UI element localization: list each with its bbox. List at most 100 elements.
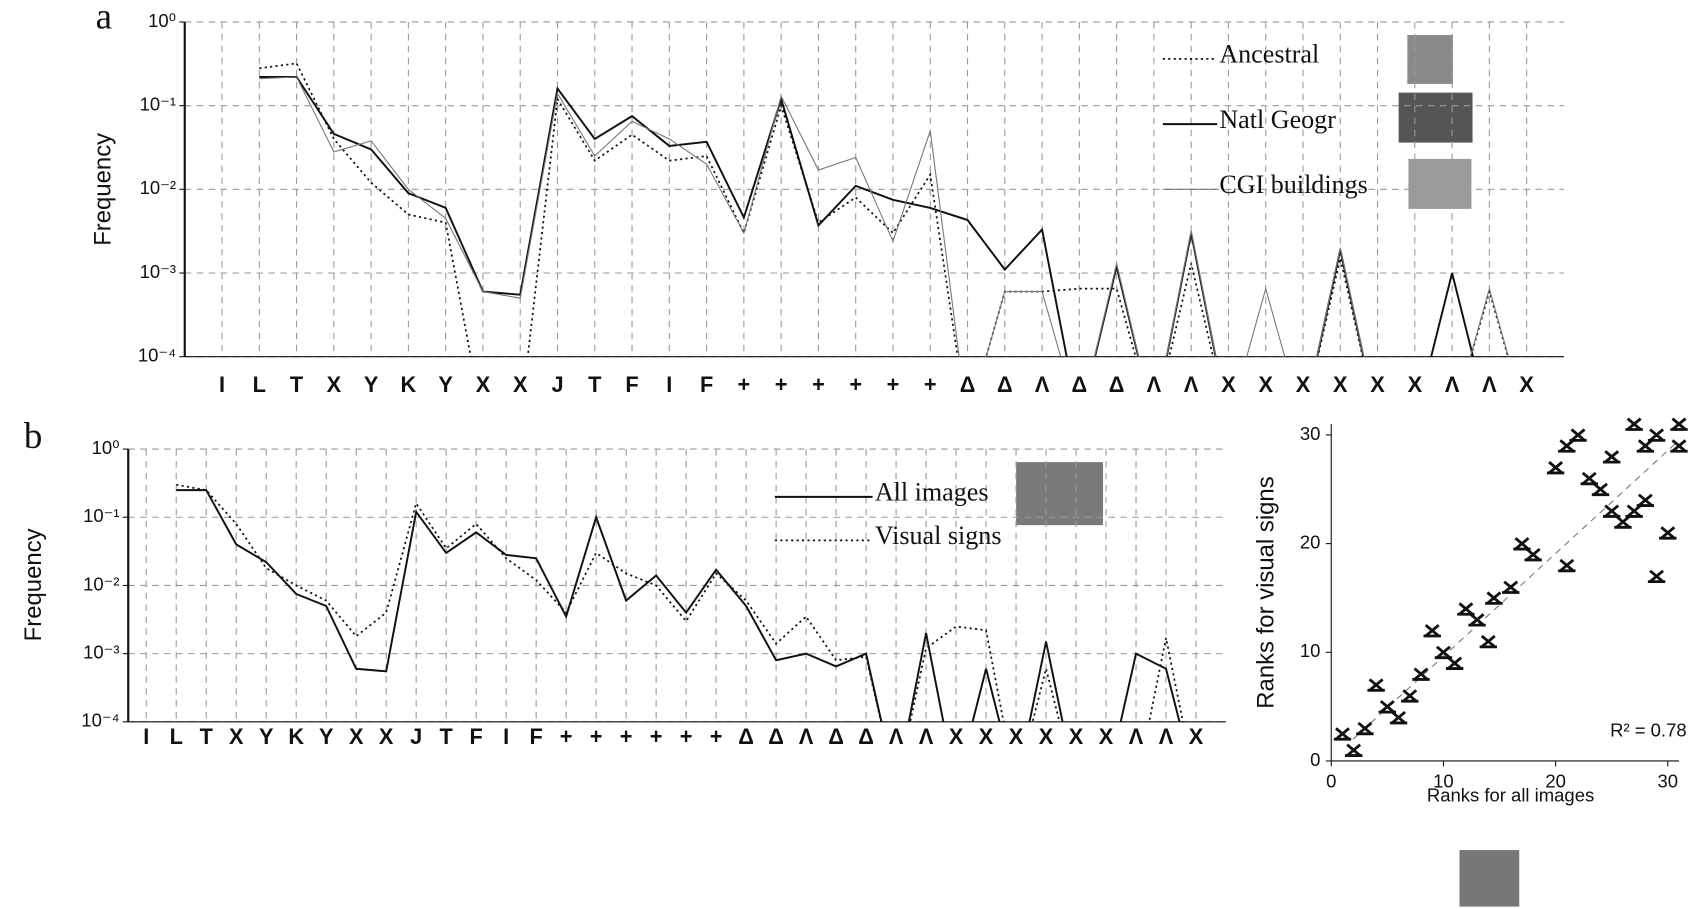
x-tick-label: K [401,372,417,397]
y-tick-label: 10⁻² [140,177,176,198]
x-tick-label: Δ [1109,372,1125,397]
x-tick-label: Δ [858,724,874,749]
x-tick-label: L [170,724,183,749]
x-tick-label: F [470,724,483,749]
x-tick-label: I [143,724,149,749]
x-tick-label: X [949,724,964,749]
panel-label: a [96,0,112,36]
point [1670,439,1688,453]
series-line [259,76,1509,357]
x-tick-label: + [560,724,573,749]
x-tick-label: X [1519,372,1534,397]
point [1636,439,1655,453]
photo [1408,158,1472,209]
panel-label: b [24,415,42,456]
point [1614,515,1632,529]
x-tick-label: Y [319,724,334,749]
x-tick-label: J [551,372,563,397]
x-tick-label: X [1099,724,1114,749]
point [1636,493,1655,507]
y-tick-label: 10⁻⁴ [81,710,119,731]
x-tick-label: Λ [1184,372,1199,397]
y-tick-label: 10⁻⁴ [138,345,176,366]
x-tick-label: Y [364,372,379,397]
series-line [259,76,1475,357]
photo [1459,850,1520,907]
x-tick-label: Δ [828,724,844,749]
point [1647,428,1666,442]
point [1457,602,1475,616]
y-tick-label: 10⁻¹ [140,94,176,115]
y-tick-label: 10⁰ [92,437,120,458]
point [1602,450,1621,464]
x-tick-label: X [1258,372,1273,397]
x-tick-label: X [1221,372,1236,397]
x-tick-label: 0 [1326,771,1336,792]
x-tick-label: X [476,372,491,397]
x-tick-label: X [1039,724,1054,749]
point [1558,439,1576,453]
point [1625,417,1643,431]
point [1412,667,1430,681]
x-tick-label: 20 [1545,771,1566,792]
x-tick-label: Λ [889,724,904,749]
x-tick-label: + [680,724,693,749]
y-tick-label: 30 [1300,423,1321,444]
y-tick-label: 10⁰ [148,10,176,31]
point [1591,482,1610,497]
x-tick-label: X [1296,372,1311,397]
x-tick-label: + [710,724,723,749]
point [1546,461,1565,475]
x-tick-label: F [530,724,543,749]
x-tick-label: X [1009,724,1024,749]
x-tick-label: X [1408,372,1423,397]
x-tick-label: + [738,372,751,397]
point [1344,743,1363,757]
y-axis-label: Frequency [20,528,47,641]
point [1401,689,1419,703]
x-tick-label: Λ [919,724,934,749]
y-axis-label: Frequency [90,133,117,246]
photo [1407,35,1453,84]
x-tick-label: T [440,724,454,749]
x-tick-label: X [349,724,364,749]
point [1389,710,1408,725]
x-tick-label: F [700,372,713,397]
x-tick-label: X [327,372,342,397]
x-tick-label: T [290,372,304,397]
x-tick-label: + [620,724,633,749]
point [1445,656,1464,670]
point [1502,580,1520,594]
legend-label: All images [875,478,989,507]
point [1558,558,1576,573]
point [1625,504,1643,518]
point [1513,537,1531,551]
x-tick-label: Λ [1035,372,1050,397]
x-tick-label: 30 [1658,771,1679,792]
legend-label: Ancestral [1219,40,1319,69]
x-tick-label: Λ [1482,372,1497,397]
x-tick-label: 10 [1433,771,1454,792]
point [1333,727,1352,741]
point [1356,721,1374,736]
x-tick-label: Λ [1445,372,1460,397]
photo [1016,462,1104,526]
x-tick-label: Δ [768,724,784,749]
point [1569,428,1587,442]
x-tick-label: X [979,724,994,749]
x-tick-label: L [253,372,266,397]
x-tick-label: + [590,724,603,749]
point [1423,624,1441,638]
point [1602,504,1621,518]
legend-label: CGI buildings [1219,170,1368,199]
series-line [176,483,1184,722]
x-tick-label: Y [259,724,274,749]
y-tick-label: 10 [1300,640,1321,661]
x-tick-label: Δ [738,724,754,749]
point [1524,547,1542,562]
annotation: R² = 0.78 [1610,719,1686,740]
x-tick-label: X [1189,724,1204,749]
x-tick-label: Λ [1147,372,1162,397]
x-tick-label: Y [438,372,453,397]
point [1468,613,1486,627]
